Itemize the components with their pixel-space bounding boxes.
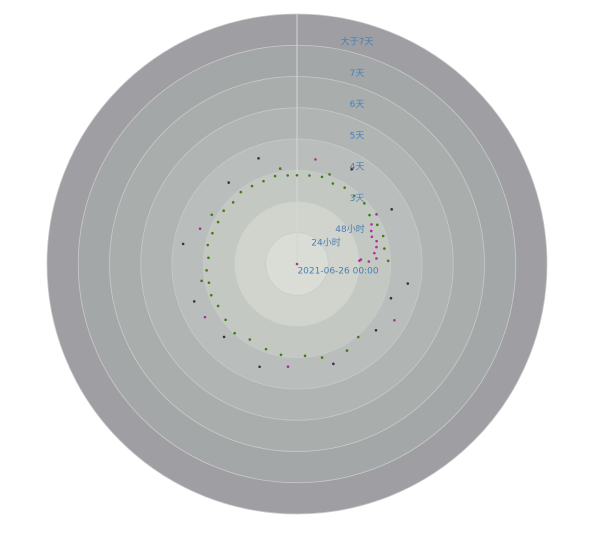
point bbox=[375, 239, 378, 243]
point bbox=[231, 201, 235, 204]
point bbox=[258, 365, 261, 369]
point bbox=[314, 158, 317, 161]
r-tick-label: 3天 bbox=[350, 194, 365, 204]
point bbox=[257, 156, 260, 160]
point bbox=[295, 173, 299, 177]
point bbox=[224, 318, 227, 322]
point bbox=[211, 231, 214, 235]
point bbox=[286, 365, 290, 369]
r-tick-label: 48小时 bbox=[335, 223, 364, 235]
point bbox=[205, 269, 208, 272]
point bbox=[278, 167, 282, 170]
point bbox=[216, 304, 220, 308]
point bbox=[216, 220, 220, 224]
point bbox=[320, 175, 324, 179]
r-tick-label: 大于7天 bbox=[341, 36, 374, 48]
point bbox=[381, 234, 385, 238]
r-tick-label: 24小时 bbox=[311, 237, 340, 249]
point bbox=[209, 293, 213, 297]
r-tick-label: 7天 bbox=[350, 69, 365, 79]
point bbox=[332, 362, 335, 366]
point bbox=[383, 247, 386, 250]
point bbox=[345, 349, 349, 352]
point bbox=[358, 259, 361, 263]
point bbox=[239, 190, 243, 194]
point bbox=[248, 338, 252, 341]
point bbox=[370, 223, 373, 226]
point bbox=[203, 315, 207, 319]
point bbox=[352, 194, 356, 198]
point bbox=[308, 174, 311, 177]
point bbox=[368, 213, 371, 217]
point bbox=[295, 262, 299, 266]
point bbox=[286, 174, 289, 177]
point bbox=[369, 229, 373, 233]
point bbox=[207, 281, 211, 285]
point bbox=[192, 300, 196, 303]
point bbox=[233, 331, 236, 335]
r-tick-label: 5天 bbox=[350, 131, 365, 141]
point bbox=[320, 356, 324, 359]
r-tick-label: 6天 bbox=[350, 100, 365, 110]
point bbox=[390, 208, 394, 211]
point bbox=[389, 296, 393, 300]
point bbox=[331, 182, 335, 185]
point bbox=[367, 260, 371, 263]
point bbox=[406, 282, 410, 285]
point bbox=[376, 223, 379, 227]
point bbox=[393, 318, 396, 322]
point bbox=[373, 251, 376, 255]
point bbox=[279, 353, 283, 357]
point bbox=[222, 209, 225, 213]
point bbox=[328, 173, 331, 176]
point bbox=[343, 186, 346, 189]
point bbox=[375, 257, 378, 260]
point bbox=[227, 181, 231, 184]
point bbox=[370, 235, 374, 239]
point bbox=[206, 243, 210, 247]
point bbox=[374, 328, 378, 332]
point bbox=[200, 279, 203, 283]
point bbox=[207, 256, 210, 260]
point bbox=[303, 354, 307, 358]
point bbox=[273, 174, 277, 178]
point bbox=[262, 179, 265, 183]
r-tick-label: 2021-06-26 00:00 bbox=[297, 267, 378, 277]
point bbox=[210, 213, 214, 217]
point bbox=[375, 245, 378, 249]
point bbox=[264, 347, 268, 351]
point bbox=[375, 213, 378, 216]
point bbox=[198, 227, 202, 231]
point bbox=[363, 202, 366, 205]
r-tick-label: 4天 bbox=[350, 163, 365, 173]
point bbox=[181, 242, 185, 246]
point bbox=[356, 335, 360, 339]
point bbox=[222, 335, 226, 339]
point bbox=[386, 259, 390, 263]
point bbox=[250, 184, 254, 188]
point bbox=[350, 167, 353, 171]
